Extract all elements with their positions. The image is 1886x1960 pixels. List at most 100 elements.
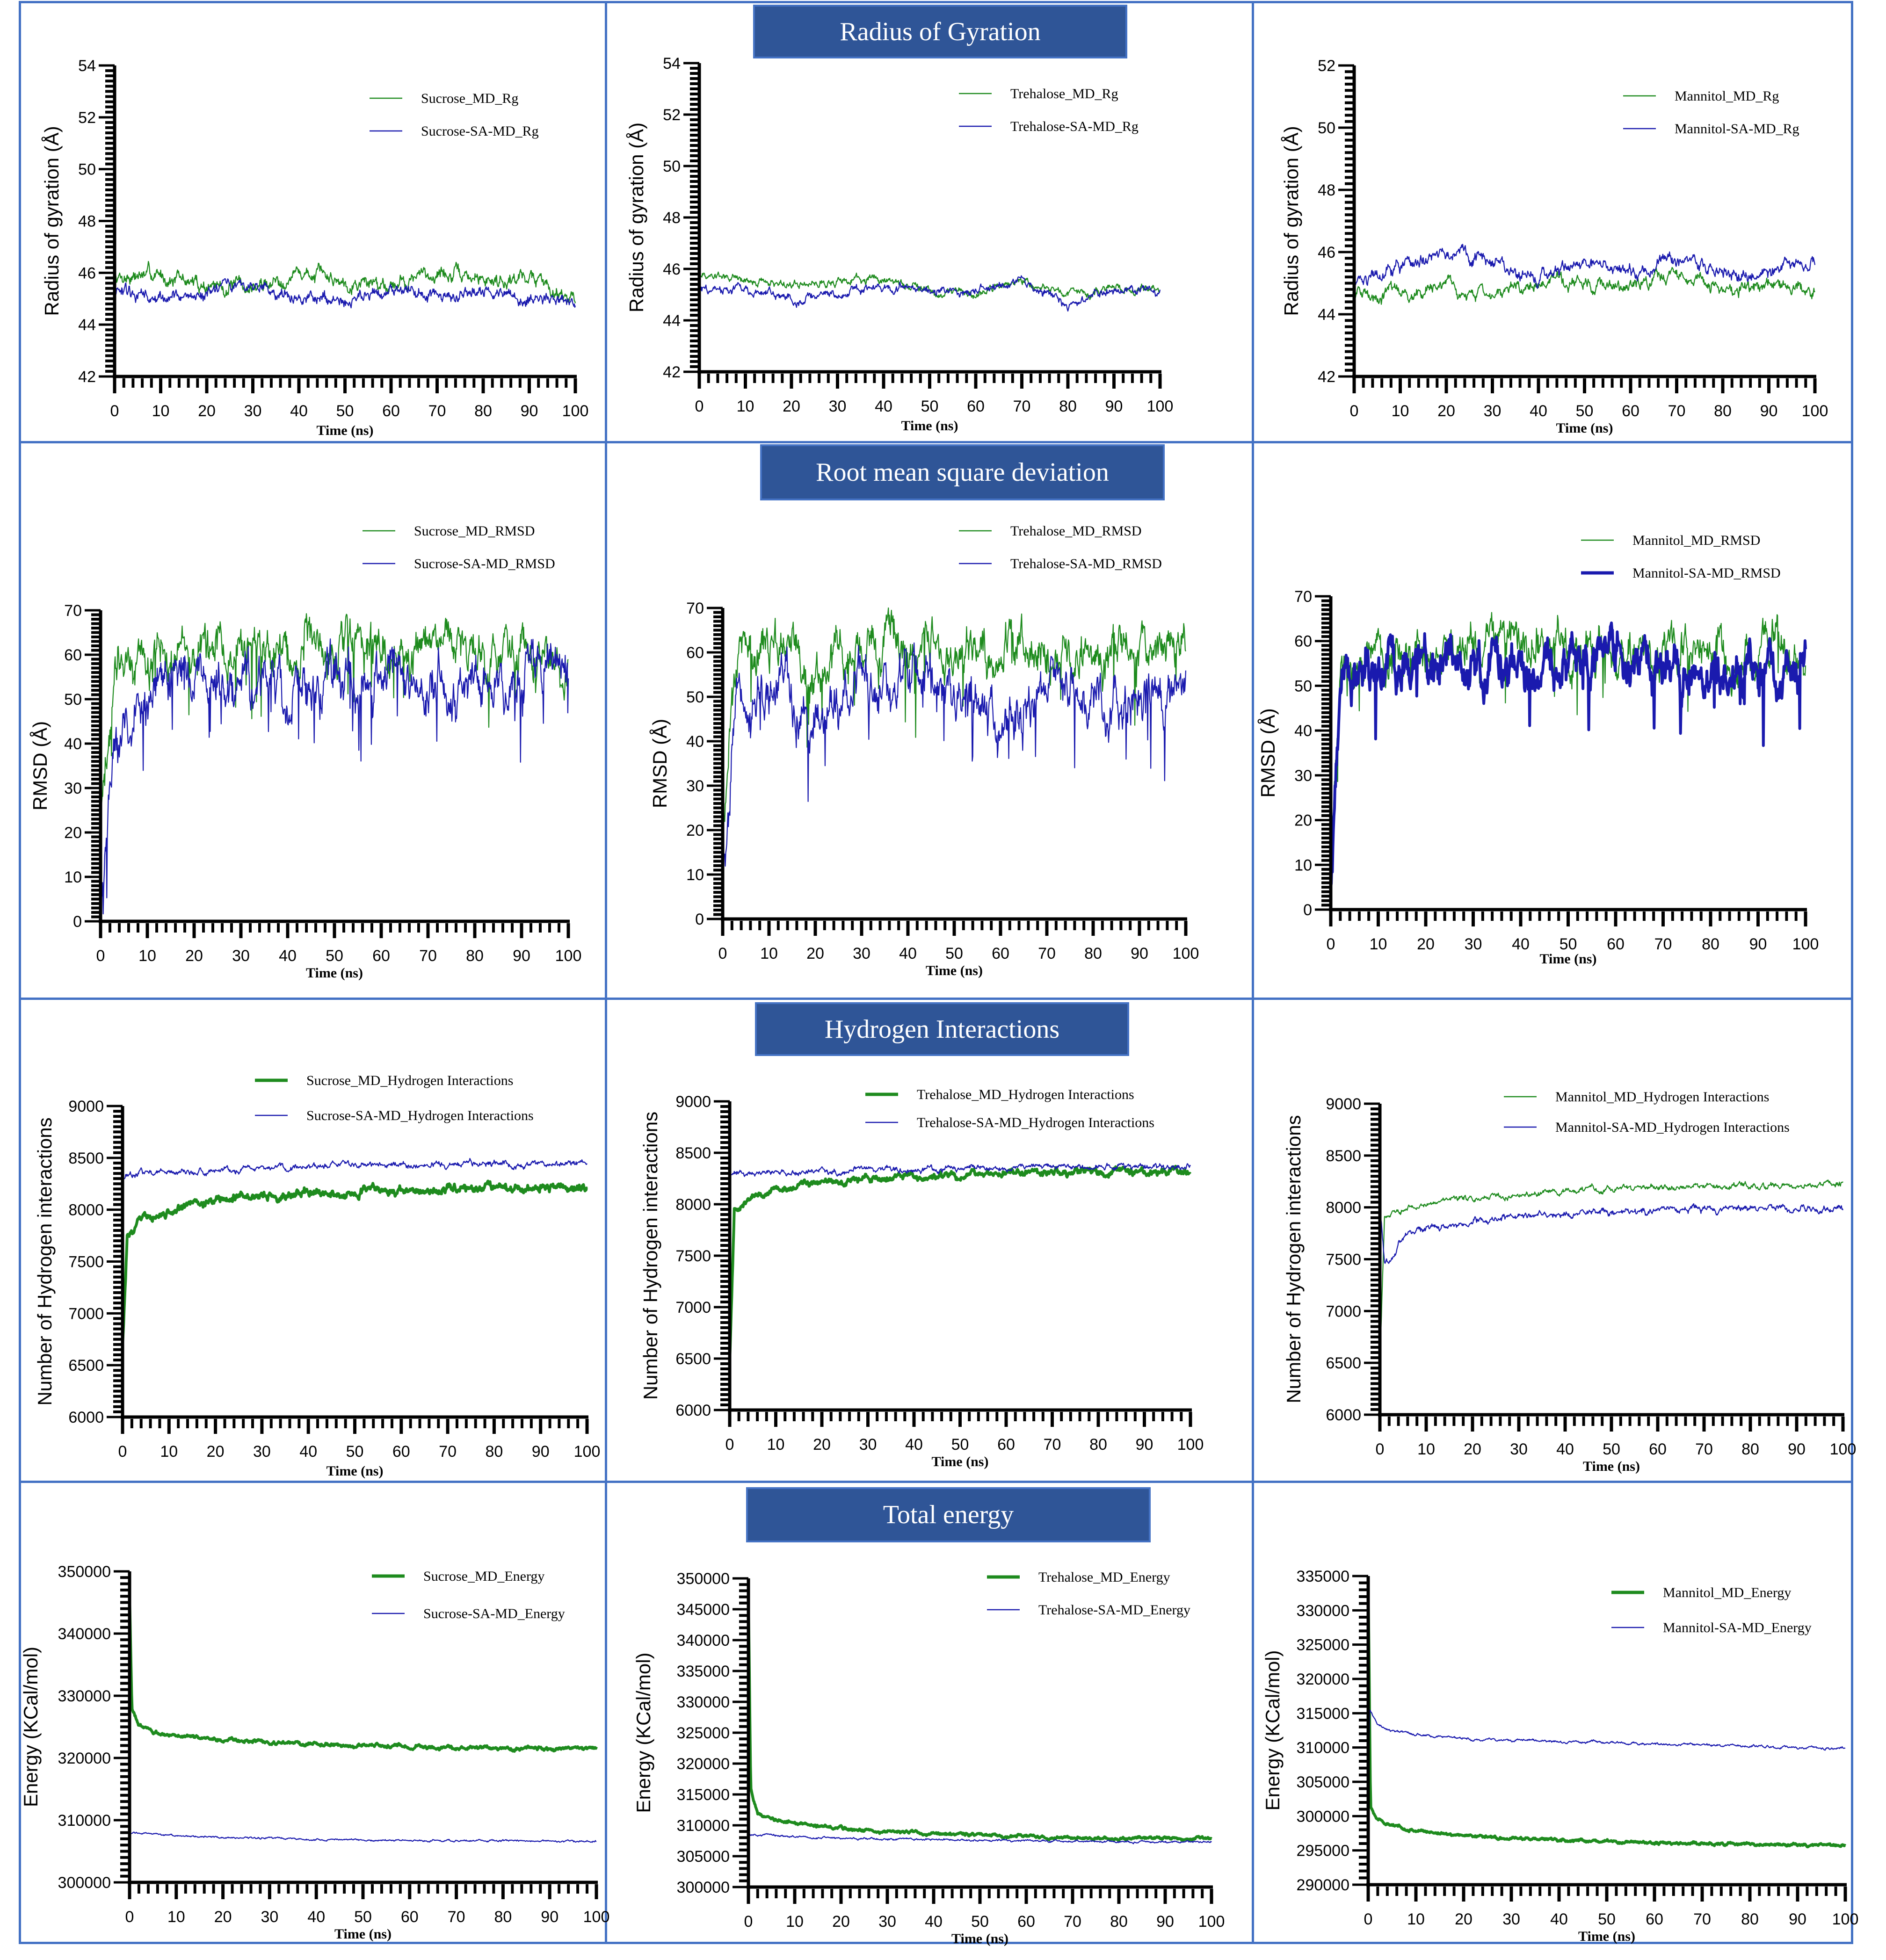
x-tick-label: 70 (428, 402, 446, 420)
series-line-mannitol_energy-0 (1367, 1583, 1847, 1849)
series-line-sucrose_energy-0 (128, 1593, 598, 1753)
x-tick-label: 60 (1646, 1910, 1663, 1928)
x-tick-label: 50 (1576, 402, 1594, 420)
x-tick-label: 40 (279, 947, 297, 965)
x-tick-label: 60 (967, 398, 985, 415)
y-axis-label: Radius of gyration (Å) (41, 126, 63, 316)
series-line-trehalose_rmsd-0 (722, 607, 1186, 833)
x-tick-label: 0 (695, 398, 704, 415)
x-tick-label: 10 (1407, 1910, 1425, 1928)
y-tick-label: 10 (1294, 856, 1312, 874)
y-tick-label: 315000 (677, 1786, 730, 1804)
y-tick-label: 7500 (1326, 1251, 1361, 1269)
y-tick-label: 8000 (675, 1196, 711, 1214)
y-tick-label: 7500 (68, 1253, 104, 1271)
x-tick-label: 20 (214, 1908, 232, 1926)
x-tick-label: 80 (1741, 1440, 1759, 1458)
chart-sucrose_rmsd: Sucrose_MD_RMSD Sucrose-SA-MD_RMSD 0 10 20 30… (29, 523, 581, 981)
x-tick-label: 0 (718, 945, 727, 962)
y-tick-label: 70 (64, 602, 82, 620)
y-tick-label: 46 (1318, 244, 1335, 261)
x-tick-label: 60 (1622, 402, 1639, 420)
legend-label: Sucrose_MD_Rg (421, 91, 518, 106)
banner-hydrogen-interactions: Hydrogen Interactions (755, 1002, 1129, 1056)
x-tick-label: 20 (1417, 935, 1435, 953)
y-tick-label: 8500 (68, 1150, 104, 1167)
legend-label: Mannitol_MD_Rg (1675, 88, 1779, 104)
series-line-sucrose_rmsd-0 (100, 613, 569, 825)
x-tick-label: 90 (1136, 1436, 1153, 1454)
x-tick-label: 0 (1364, 1910, 1373, 1928)
row-divider-3 (19, 1481, 1853, 1483)
x-tick-label: 40 (1530, 402, 1547, 420)
x-tick-label: 90 (1156, 1913, 1174, 1931)
x-tick-label: 0 (118, 1443, 127, 1461)
x-tick-label: 0 (96, 947, 105, 965)
y-tick-label: 350000 (677, 1570, 730, 1588)
banner-rmsd: Root mean square deviation (760, 444, 1165, 500)
y-tick-label: 6000 (1326, 1406, 1361, 1424)
y-tick-label: 40 (686, 733, 704, 751)
chart-sucrose_hbond: Sucrose_MD_Hydrogen Interactions Sucrose-… (34, 1073, 600, 1479)
y-tick-label: 50 (686, 688, 704, 706)
y-axis-label: RMSD (Å) (649, 719, 671, 808)
x-tick-label: 70 (1668, 402, 1686, 420)
series-line-sucrose_hbond-1 (122, 1158, 588, 1184)
x-tick-label: 100 (555, 947, 582, 965)
x-tick-label: 50 (951, 1436, 969, 1454)
x-tick-label: 50 (354, 1908, 372, 1926)
figure-frame (19, 1, 1853, 1944)
y-tick-label: 48 (1318, 181, 1335, 199)
series-line-mannitol_rmsd-1 (1329, 621, 1807, 888)
legend-label: Trehalose_MD_Rg (1010, 86, 1118, 101)
x-tick-label: 70 (1013, 398, 1031, 415)
x-tick-label: 80 (485, 1443, 503, 1461)
y-tick-label: 320000 (677, 1755, 730, 1773)
x-axis-label: Time (ns) (1578, 1929, 1635, 1944)
x-tick-label: 90 (1131, 945, 1148, 962)
series-line-sucrose_rg-1 (114, 278, 576, 309)
y-tick-label: 50 (78, 161, 96, 179)
series-line-sucrose_energy-1 (129, 1831, 597, 1843)
series-line-mannitol_hbond-1 (1379, 1203, 1844, 1264)
y-tick-label: 7000 (68, 1305, 104, 1323)
y-tick-label: 7500 (675, 1247, 711, 1265)
chart-trehalose_rg: Trehalose_MD_Rg Trehalose-SA-MD_Rg 0 10 20 30… (625, 55, 1173, 434)
x-tick-label: 20 (813, 1436, 831, 1454)
x-tick-label: 20 (185, 947, 203, 965)
x-tick-label: 60 (1017, 1913, 1035, 1931)
x-tick-label: 100 (1830, 1440, 1857, 1458)
legend-label: Mannitol_MD_Hydrogen Interactions (1555, 1089, 1769, 1105)
series-line-mannitol_rg-1 (1353, 244, 1816, 299)
x-axis-label: Time (ns) (926, 963, 983, 978)
y-tick-label: 42 (663, 363, 681, 381)
legend-label: Sucrose-SA-MD_Rg (421, 123, 539, 139)
y-tick-label: 52 (663, 106, 681, 124)
x-tick-label: 20 (783, 398, 800, 415)
y-tick-label: 290000 (1297, 1876, 1349, 1894)
series-line-trehalose_hbond-0 (728, 1164, 1192, 1363)
x-tick-label: 50 (1560, 935, 1577, 953)
x-tick-label: 60 (1607, 935, 1625, 953)
x-tick-label: 70 (419, 947, 437, 965)
series-line-trehalose_energy-1 (748, 1833, 1212, 1844)
x-tick-label: 80 (1089, 1436, 1107, 1454)
y-tick-label: 305000 (1297, 1773, 1349, 1791)
x-axis-label: Time (ns) (1583, 1459, 1640, 1474)
y-tick-label: 60 (686, 644, 704, 662)
x-tick-label: 100 (1147, 398, 1174, 415)
legend-label: Sucrose_MD_Energy (423, 1569, 544, 1584)
x-tick-label: 100 (1198, 1913, 1225, 1931)
banner-total-energy: Total energy (746, 1487, 1151, 1542)
y-tick-label: 44 (663, 312, 681, 330)
y-tick-label: 330000 (58, 1687, 111, 1705)
chart-mannitol_hbond: Mannitol_MD_Hydrogen Interactions Mannito… (1283, 1089, 1856, 1474)
x-tick-label: 90 (521, 402, 538, 420)
y-tick-label: 30 (1294, 767, 1312, 785)
y-tick-label: 6500 (1326, 1354, 1361, 1372)
x-tick-label: 30 (244, 402, 262, 420)
x-tick-label: 90 (532, 1443, 550, 1461)
y-tick-label: 310000 (677, 1817, 730, 1835)
y-tick-label: 50 (1318, 119, 1335, 137)
x-tick-label: 10 (786, 1913, 804, 1931)
